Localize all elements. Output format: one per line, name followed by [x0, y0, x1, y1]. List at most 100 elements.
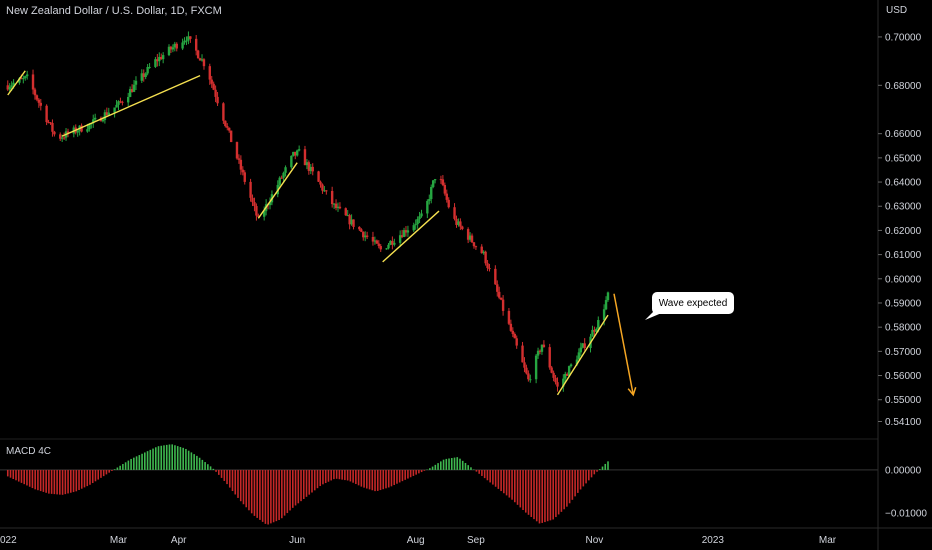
candle-body	[305, 162, 309, 166]
candle-body	[148, 66, 151, 68]
candle-body	[562, 378, 565, 387]
candle-body	[18, 78, 21, 83]
candle-body	[482, 251, 485, 254]
candle-body	[294, 151, 297, 156]
candle-body	[257, 215, 260, 217]
candle-body	[525, 367, 528, 374]
candle-body	[550, 367, 553, 373]
candle-body	[22, 77, 25, 79]
candle-body	[167, 46, 171, 56]
candle-body	[470, 235, 474, 243]
candle-body	[121, 101, 124, 103]
candle-body	[529, 379, 532, 381]
price-tick-label: 0.60000	[885, 274, 922, 285]
candle-body	[309, 166, 312, 171]
candle-body	[538, 350, 542, 352]
candle-body	[420, 213, 423, 217]
candle-body	[292, 151, 295, 156]
candle-body	[319, 181, 322, 185]
candle-body	[569, 364, 573, 367]
candle-body	[278, 177, 281, 185]
candle-body	[480, 246, 483, 254]
candle-body	[105, 112, 109, 116]
candle-body	[59, 134, 62, 139]
candle-body	[280, 177, 283, 179]
price-tick-label: 0.57000	[885, 347, 922, 358]
candle-body	[552, 372, 555, 378]
candle-body	[391, 240, 394, 245]
candle-body	[194, 38, 198, 51]
candle-body	[35, 95, 39, 100]
candle-body	[173, 43, 177, 48]
time-tick-label: Mar	[819, 535, 837, 546]
candle-body	[443, 184, 447, 194]
candle-body	[325, 190, 328, 192]
candle-body	[12, 82, 15, 86]
candle-body	[212, 83, 215, 90]
time-tick-label: 022	[0, 535, 17, 546]
time-tick-label: 2023	[702, 535, 725, 546]
candle-body	[183, 40, 186, 43]
candle-body	[515, 338, 518, 346]
candle-body	[426, 200, 429, 214]
candle-body	[581, 343, 584, 348]
candle-body	[45, 105, 48, 123]
candle-body	[323, 190, 326, 192]
candle-body	[113, 107, 116, 113]
candle-body	[412, 225, 415, 231]
candle-body	[332, 203, 336, 205]
candle-body	[158, 56, 161, 62]
macd-histogram	[0, 444, 878, 525]
candle-body	[447, 199, 450, 208]
candle-body	[358, 226, 361, 230]
candle-body	[606, 292, 610, 301]
candle-body	[556, 382, 559, 387]
candle-body	[338, 206, 342, 209]
annotation-callout[interactable]: Wave expected	[652, 292, 734, 314]
candle-body	[466, 229, 470, 240]
candle-body	[336, 206, 340, 209]
candle-body	[80, 125, 83, 132]
candle-body	[498, 291, 501, 298]
candle-body	[222, 103, 225, 121]
candle-body	[51, 122, 54, 132]
price-tick-label: 0.58000	[885, 323, 922, 334]
macd-tick-label: 0.00000	[885, 465, 922, 476]
candle-body	[303, 149, 307, 166]
trendline	[61, 74, 201, 137]
candle-body	[169, 46, 173, 50]
candle-body	[321, 184, 324, 191]
time-tick-label: Mar	[110, 535, 128, 546]
candle-body	[379, 246, 382, 250]
candle-body	[66, 131, 70, 134]
candle-body	[307, 162, 311, 171]
candle-body	[433, 179, 437, 181]
candle-body	[181, 42, 184, 49]
price-candles	[6, 31, 610, 392]
time-tick-label: Jun	[289, 535, 305, 546]
candle-body	[577, 352, 581, 360]
candle-body	[210, 79, 213, 84]
candle-body	[591, 329, 594, 337]
price-tick-label: 0.59000	[885, 298, 922, 309]
candle-body	[146, 67, 149, 74]
candle-body	[453, 207, 456, 219]
candle-body	[604, 300, 608, 310]
candle-body	[20, 78, 23, 80]
candle-body	[6, 85, 9, 90]
candle-body	[39, 102, 42, 106]
candle-body	[488, 268, 491, 270]
candle-body	[486, 263, 489, 269]
candle-body	[140, 73, 144, 81]
candle-body	[579, 347, 583, 353]
candle-body	[346, 215, 349, 217]
candle-body	[284, 167, 287, 173]
candle-body	[536, 350, 540, 356]
price-tick-label: 0.65000	[885, 153, 922, 164]
candle-body	[474, 246, 478, 248]
time-tick-label: Nov	[585, 535, 603, 546]
candle-body	[385, 248, 388, 250]
candle-body	[53, 131, 56, 135]
candle-body	[241, 169, 245, 173]
arrow-head	[627, 387, 637, 397]
